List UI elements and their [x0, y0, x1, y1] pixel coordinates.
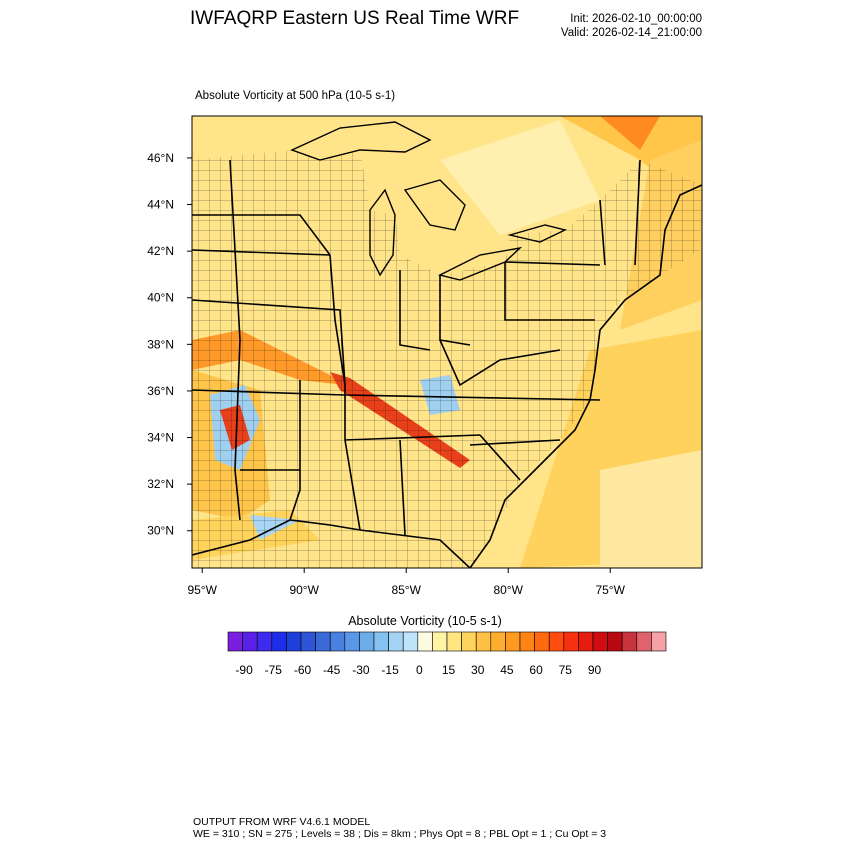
- vort-high-northeast: [560, 116, 702, 210]
- lat-tick-label: 38°N: [147, 337, 174, 351]
- colorbar-swatch: [417, 631, 433, 652]
- page-title: IWFAQRP Eastern US Real Time WRF: [190, 8, 520, 29]
- colorbar-swatch: [461, 631, 477, 652]
- lat-tick-label: 40°N: [147, 291, 174, 305]
- colorbar-swatch: [636, 631, 652, 652]
- colorbar-tick-label: 15: [442, 663, 456, 677]
- lat-tick-label: 36°N: [147, 384, 174, 398]
- colorbar-swatch: [563, 631, 579, 652]
- lake-superior: [290, 121, 432, 161]
- colorbar-swatch: [432, 631, 448, 652]
- colorbar-tick-label: -45: [323, 663, 341, 677]
- colorbar-swatch: [315, 631, 331, 652]
- colorbar-swatch: [388, 631, 404, 652]
- longitude-axis: 95°W 90°W 85°W 80°W 75°W: [187, 568, 626, 597]
- colorbar-title: Absolute Vorticity (10-5 s-1): [348, 614, 502, 628]
- colorbar-swatch: [651, 631, 667, 652]
- colorbar-swatch: [256, 631, 273, 652]
- colorbar-swatch: [227, 631, 243, 652]
- map-plot-area: [192, 116, 702, 568]
- lon-tick-label: 75°W: [595, 583, 625, 597]
- colorbar-swatch: [446, 631, 462, 652]
- lat-tick-label: 46°N: [147, 151, 174, 165]
- lon-tick-label: 95°W: [187, 583, 217, 597]
- colorbar-swatch: [621, 631, 638, 652]
- colorbar-swatch: [578, 631, 594, 652]
- colorbar-tick-label: -60: [294, 663, 312, 677]
- colorbar-tick-label: -15: [381, 663, 399, 677]
- model-settings: WE = 310 ; SN = 275 ; Levels = 38 ; Dis …: [193, 828, 607, 840]
- colorbar-tick-label: 45: [500, 663, 514, 677]
- colorbar-swatch: [300, 631, 316, 652]
- colorbar-tick-label: -75: [265, 663, 283, 677]
- lat-tick-label: 44°N: [147, 198, 174, 212]
- colorbar-swatch: [519, 631, 535, 652]
- lat-tick-label: 32°N: [147, 477, 174, 491]
- valid-time: Valid: 2026-02-14_21:00:00: [560, 27, 702, 39]
- lon-tick-label: 90°W: [289, 583, 319, 597]
- init-time: Init: 2026-02-10_00:00:00: [570, 13, 702, 25]
- colorbar-tick-label: 0: [416, 663, 423, 677]
- map-frame: [191, 115, 703, 569]
- colorbar-swatch: [286, 631, 302, 652]
- vort-low-offshore: [600, 450, 702, 568]
- vort-low-canada: [440, 120, 600, 235]
- colorbar: [227, 631, 667, 652]
- colorbar-swatch: [344, 631, 360, 652]
- gulf-coastline: [192, 519, 471, 568]
- colorbar-swatch: [242, 631, 258, 652]
- colorbar-swatch: [505, 631, 521, 652]
- colorbar-swatch: [548, 631, 565, 652]
- colorbar-swatch: [490, 631, 506, 652]
- lon-tick-label: 85°W: [391, 583, 421, 597]
- model-info: OUTPUT FROM WRF V4.6.1 MODEL: [193, 816, 371, 828]
- colorbar-swatch: [329, 631, 346, 652]
- colorbar-swatch: [402, 631, 419, 652]
- lat-tick-label: 34°N: [147, 431, 174, 445]
- colorbar-swatch: [359, 631, 375, 652]
- colorbar-swatch: [271, 631, 287, 652]
- lat-tick-label: 30°N: [147, 524, 174, 538]
- colorbar-tick-labels: -90 -75 -60 -45 -30 -15 0 15 30 45 60 75 90: [235, 663, 601, 677]
- colorbar-swatch: [607, 631, 623, 652]
- lon-tick-label: 80°W: [493, 583, 523, 597]
- lat-tick-label: 42°N: [147, 244, 174, 258]
- field-label: Absolute Vorticity at 500 hPa (10-5 s-1): [195, 90, 396, 102]
- latitude-axis: 46°N 44°N 42°N 40°N 38°N 36°N 34°N 32°N 30°N: [147, 151, 192, 538]
- colorbar-swatch: [592, 631, 608, 652]
- atlantic-coastline: [469, 184, 702, 568]
- colorbar-tick-label: -90: [235, 663, 253, 677]
- vort-max-northeast: [600, 116, 660, 150]
- colorbar-tick-label: -30: [352, 663, 370, 677]
- lake-huron: [403, 179, 466, 231]
- colorbar-tick-label: 90: [588, 663, 602, 677]
- colorbar-tick-label: 75: [559, 663, 573, 677]
- colorbar-tick-label: 60: [529, 663, 543, 677]
- colorbar-swatch: [534, 631, 550, 652]
- colorbar-tick-label: 30: [471, 663, 485, 677]
- colorbar-swatch: [475, 631, 492, 652]
- colorbar-swatch: [373, 631, 389, 652]
- state-boundaries: [192, 159, 641, 536]
